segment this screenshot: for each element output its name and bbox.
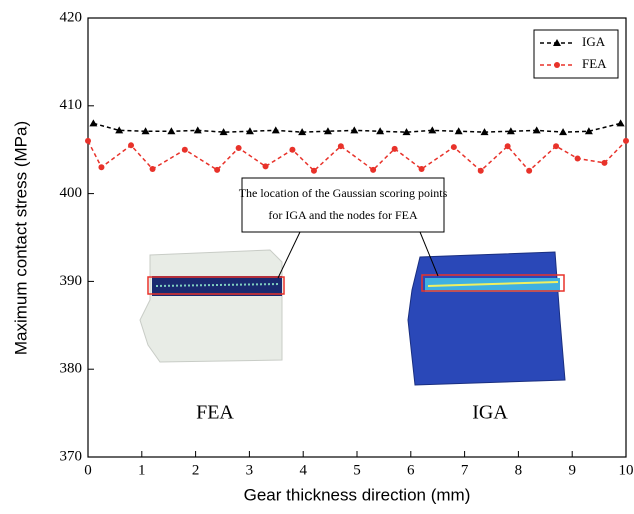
- data-point: [601, 160, 607, 166]
- data-point: [182, 147, 188, 153]
- y-axis-label: Maximum contact stress (MPa): [11, 121, 30, 355]
- data-point: [553, 143, 559, 149]
- x-tick-label: 9: [568, 462, 576, 478]
- data-point: [85, 138, 91, 144]
- series-line: [88, 141, 626, 171]
- y-tick-label: 400: [60, 185, 83, 201]
- fea-inset: [140, 250, 284, 362]
- data-point: [98, 164, 104, 170]
- inset-label: FEA: [196, 402, 234, 424]
- data-point: [370, 167, 376, 173]
- inset-label: IGA: [472, 402, 508, 424]
- legend-label: FEA: [582, 56, 607, 71]
- plot-frame: [88, 18, 626, 457]
- data-point: [617, 119, 625, 126]
- data-point: [263, 163, 269, 169]
- legend-marker: [554, 62, 560, 68]
- y-tick-label: 390: [60, 273, 83, 289]
- data-point: [236, 145, 242, 151]
- data-point: [623, 138, 629, 144]
- annotation: for IGA and the nodes for FEA: [268, 208, 418, 222]
- data-point: [289, 147, 295, 153]
- x-tick-label: 5: [353, 462, 361, 478]
- chart: The location of the Gaussian scoring poi…: [0, 0, 634, 514]
- x-tick-label: 4: [299, 462, 307, 478]
- y-tick-label: 420: [60, 9, 83, 25]
- x-tick-label: 10: [619, 462, 634, 478]
- x-tick-label: 6: [407, 462, 415, 478]
- data-point: [478, 168, 484, 174]
- x-tick-label: 0: [84, 462, 92, 478]
- data-point: [455, 127, 463, 134]
- x-tick-label: 2: [192, 462, 200, 478]
- x-tick-label: 8: [515, 462, 523, 478]
- y-tick-label: 370: [60, 448, 83, 464]
- data-point: [505, 143, 511, 149]
- y-tick-label: 410: [60, 97, 83, 113]
- data-point: [128, 142, 134, 148]
- iga-inset: [408, 252, 565, 385]
- x-axis-label: Gear thickness direction (mm): [244, 485, 471, 504]
- y-tick-label: 380: [60, 361, 83, 377]
- data-point: [214, 167, 220, 173]
- data-point: [167, 127, 175, 134]
- data-point: [419, 166, 425, 172]
- data-point: [575, 155, 581, 161]
- data-point: [150, 166, 156, 172]
- data-point: [89, 119, 97, 126]
- data-point: [272, 126, 280, 133]
- data-point: [392, 146, 398, 152]
- annotation-arrow: [278, 232, 300, 278]
- x-tick-label: 7: [461, 462, 469, 478]
- legend-label: IGA: [582, 34, 606, 49]
- data-point: [338, 143, 344, 149]
- x-tick-label: 3: [246, 462, 254, 478]
- data-point: [526, 168, 532, 174]
- data-point: [559, 128, 567, 135]
- annotation: The location of the Gaussian scoring poi…: [239, 186, 448, 200]
- data-point: [451, 144, 457, 150]
- x-tick-label: 1: [138, 462, 146, 478]
- data-point: [311, 168, 317, 174]
